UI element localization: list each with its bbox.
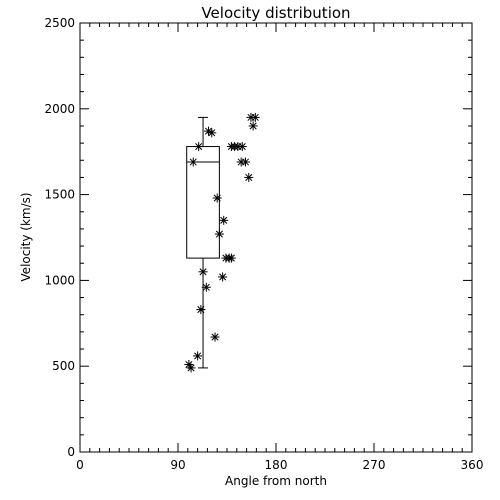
point-stroke (241, 158, 250, 166)
y-tick-label: 1000 (44, 273, 75, 287)
data-point (201, 282, 211, 292)
point-stroke (187, 364, 195, 372)
boxplot-group (186, 116, 220, 369)
point-stroke (204, 127, 213, 135)
data-point (198, 267, 208, 277)
data-point (218, 272, 228, 282)
data-point (186, 363, 196, 373)
y-tick-label: 1500 (44, 188, 75, 202)
y-tick-label: 500 (52, 359, 75, 373)
point-stroke (211, 333, 219, 341)
x-tick-label: 90 (170, 458, 185, 472)
plot-frame (79, 22, 473, 453)
point-stroke (249, 122, 257, 130)
point-stroke (220, 216, 228, 224)
y-axis-label: Velocity (km/s) (19, 192, 33, 281)
y-tick-label: 2000 (44, 102, 75, 116)
point-stroke (245, 173, 253, 181)
data-point (226, 253, 236, 263)
data-point (250, 112, 260, 122)
data-point (244, 172, 254, 182)
tick-group: 0 90 180 270 360 0 500 1000 1500 2000 2500 (44, 16, 483, 472)
point-stroke (208, 129, 216, 137)
data-point (188, 157, 198, 167)
point-stroke (213, 194, 221, 202)
data-point (237, 142, 247, 152)
data-point (248, 121, 258, 131)
point-stroke (219, 273, 227, 281)
data-point (219, 215, 229, 225)
point-stroke (195, 143, 203, 151)
point-stroke (197, 306, 205, 314)
x-tick-label: 0 (76, 458, 84, 472)
point-stroke (199, 268, 207, 276)
point-stroke (238, 143, 246, 151)
data-point (210, 332, 220, 342)
point-stroke (215, 230, 223, 238)
y-tick-label: 2500 (44, 16, 75, 30)
data-point (193, 351, 203, 361)
point-stroke (194, 352, 202, 360)
x-tick-label: 180 (265, 458, 288, 472)
data-point (196, 305, 206, 315)
x-axis-label: Angle from north (225, 474, 327, 488)
data-points (184, 112, 260, 373)
y-tick-label: 0 (67, 445, 75, 459)
data-point (241, 157, 251, 167)
point-stroke (189, 158, 197, 166)
data-point (203, 126, 213, 136)
chart-title: Velocity distribution (201, 4, 350, 22)
point-stroke (202, 283, 210, 291)
x-tick-label: 360 (461, 458, 484, 472)
point-stroke (251, 113, 259, 121)
point-stroke (185, 360, 193, 369)
data-point (214, 229, 224, 239)
x-tick-label: 270 (363, 458, 386, 472)
data-point (212, 193, 222, 203)
plot-axes (79, 22, 473, 453)
data-point (194, 142, 204, 152)
point-stroke (227, 254, 235, 262)
